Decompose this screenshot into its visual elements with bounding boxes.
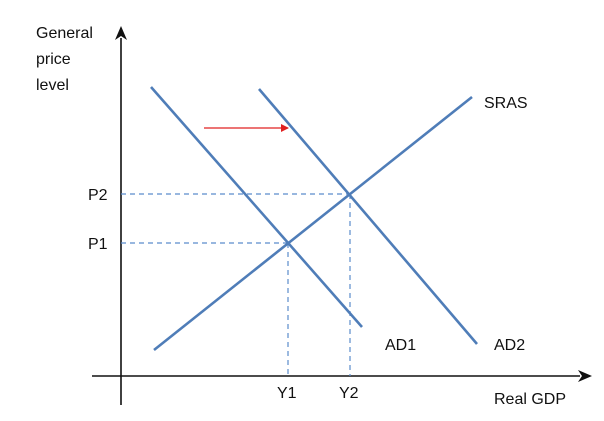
- p1-label: P1: [88, 236, 108, 253]
- y-axis-label-line-2: price: [36, 51, 71, 68]
- ad1-curve: [150, 86, 363, 328]
- y-axis-label-line-1: General: [36, 25, 93, 42]
- sras-curve: [153, 95, 473, 352]
- y-axis-label-line-3: level: [36, 77, 69, 94]
- y-axis-arrow-icon: [115, 26, 127, 40]
- x-axis-arrow-icon: [578, 370, 592, 382]
- ad2-label: AD2: [494, 337, 525, 354]
- ad1-label: AD1: [385, 337, 416, 354]
- p2-label: P2: [88, 187, 108, 204]
- ad2-curve: [258, 88, 478, 345]
- sras-label: SRAS: [484, 95, 528, 112]
- x-axis-label: Real GDP: [494, 391, 566, 408]
- y2-label: Y2: [339, 385, 359, 402]
- y1-label: Y1: [277, 385, 297, 402]
